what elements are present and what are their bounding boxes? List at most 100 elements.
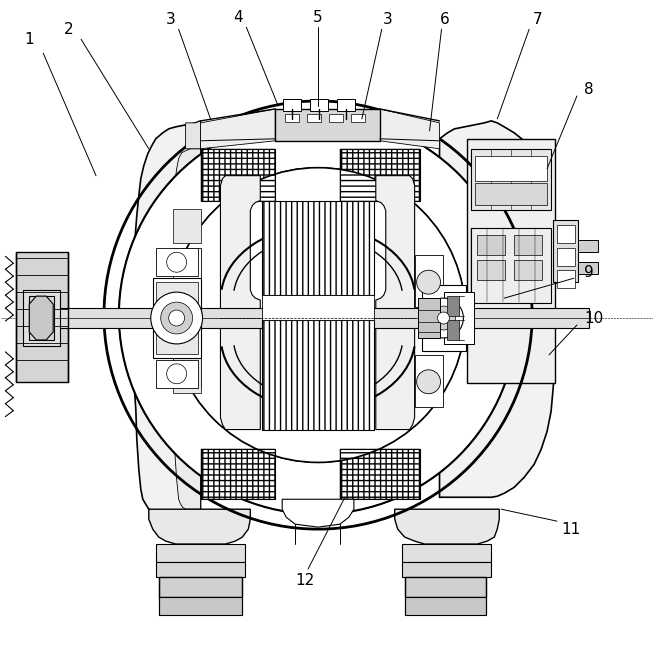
Bar (477, 260, 506, 280)
Bar (578, 240, 598, 252)
Bar (468, 139, 555, 383)
Bar (402, 562, 491, 577)
Bar (31, 308, 589, 328)
Bar (475, 183, 547, 205)
Bar (351, 114, 365, 122)
Circle shape (438, 312, 449, 324)
Bar (159, 577, 243, 597)
Text: 3: 3 (166, 12, 175, 27)
Text: 6: 6 (439, 12, 449, 27)
Text: 11: 11 (561, 521, 581, 537)
Bar (262, 201, 374, 295)
Bar (557, 226, 575, 243)
Bar (415, 255, 443, 307)
Polygon shape (376, 176, 415, 430)
Bar (405, 577, 487, 597)
Bar (337, 99, 355, 111)
Bar (156, 360, 198, 388)
Bar (201, 449, 275, 499)
Bar (173, 358, 201, 393)
Bar (201, 149, 275, 201)
Text: 7: 7 (532, 12, 542, 27)
Bar (201, 149, 275, 201)
Circle shape (432, 306, 455, 330)
Text: 4: 4 (233, 10, 243, 25)
Bar (402, 544, 491, 562)
Bar (447, 296, 459, 316)
Bar (275, 109, 380, 141)
Polygon shape (275, 109, 380, 139)
Text: 1: 1 (24, 32, 34, 47)
Bar (24, 290, 60, 346)
Circle shape (167, 364, 186, 384)
Bar (340, 149, 420, 201)
Bar (307, 114, 321, 122)
Bar (340, 449, 420, 499)
Polygon shape (201, 109, 275, 149)
Circle shape (169, 310, 184, 326)
Circle shape (417, 370, 441, 394)
Bar (310, 99, 328, 111)
Polygon shape (220, 176, 260, 430)
Bar (283, 99, 301, 111)
Bar (514, 260, 542, 280)
Bar (340, 449, 420, 499)
Polygon shape (439, 121, 555, 497)
Text: 3: 3 (383, 12, 392, 27)
Bar (29, 296, 54, 340)
Bar (16, 252, 68, 382)
Circle shape (161, 302, 192, 334)
Polygon shape (29, 296, 53, 340)
Bar (153, 278, 201, 358)
Text: 9: 9 (584, 265, 594, 279)
Bar (156, 248, 198, 276)
Bar (156, 544, 245, 562)
Bar (156, 562, 245, 577)
Bar (329, 114, 343, 122)
Bar (201, 449, 275, 499)
Bar (156, 282, 198, 354)
Circle shape (151, 292, 203, 344)
Bar (405, 597, 487, 615)
Bar (285, 114, 299, 122)
Polygon shape (148, 509, 250, 544)
Bar (173, 248, 201, 388)
Bar (475, 156, 547, 181)
Polygon shape (380, 109, 439, 149)
Text: 2: 2 (64, 21, 74, 37)
Bar (159, 597, 243, 615)
Bar (557, 248, 575, 266)
Bar (201, 449, 275, 499)
Polygon shape (282, 499, 354, 527)
Bar (557, 270, 575, 288)
Bar (553, 220, 578, 282)
Polygon shape (133, 121, 201, 515)
Text: 5: 5 (313, 10, 323, 25)
Bar (415, 355, 443, 407)
Bar (173, 209, 201, 243)
Bar (514, 235, 542, 255)
Bar (262, 295, 374, 320)
Bar (445, 292, 474, 344)
Bar (262, 320, 374, 430)
Text: 12: 12 (296, 573, 315, 588)
Bar (340, 149, 420, 201)
Polygon shape (395, 509, 499, 544)
Bar (418, 298, 439, 338)
Bar (477, 235, 506, 255)
Bar (578, 262, 598, 274)
Circle shape (417, 270, 441, 294)
Bar (340, 449, 420, 499)
Circle shape (171, 168, 466, 462)
Polygon shape (186, 121, 201, 149)
Bar (201, 149, 275, 201)
Bar (262, 201, 374, 295)
Text: 8: 8 (584, 81, 594, 96)
Bar (447, 320, 459, 340)
Polygon shape (173, 149, 201, 509)
Bar (472, 149, 551, 211)
Circle shape (171, 168, 466, 462)
Bar (422, 285, 466, 351)
Circle shape (167, 252, 186, 272)
Text: 10: 10 (584, 311, 604, 326)
